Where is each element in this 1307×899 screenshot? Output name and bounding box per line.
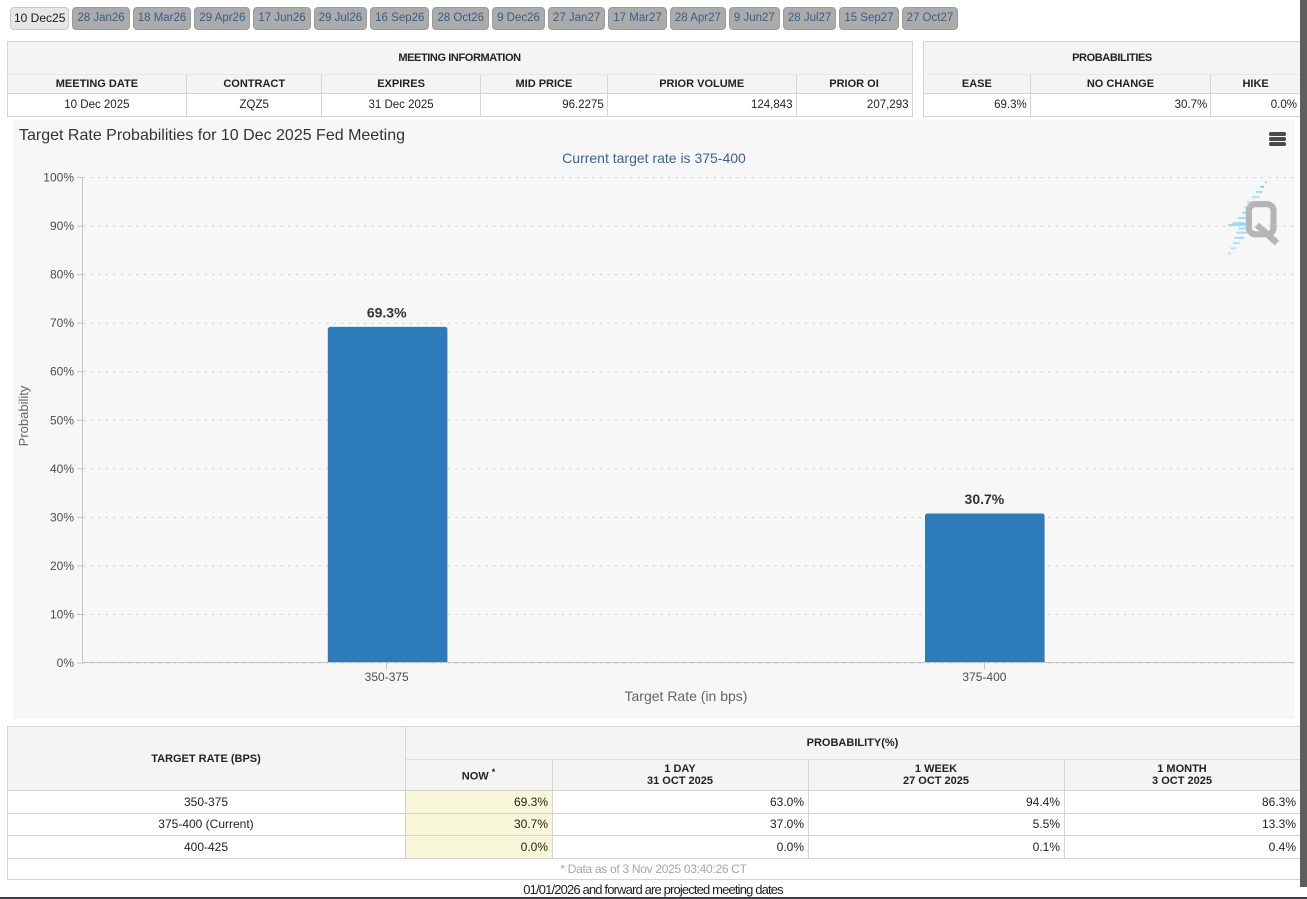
svg-text:Probability: Probability (16, 385, 31, 446)
svg-text:30.7%: 30.7% (965, 491, 1005, 507)
svg-text:70%: 70% (50, 316, 74, 330)
svg-text:30%: 30% (50, 510, 74, 524)
svg-text:100%: 100% (43, 171, 74, 185)
svg-text:80%: 80% (50, 268, 74, 282)
svg-text:90%: 90% (50, 219, 74, 233)
svg-text:350-375: 350-375 (365, 670, 409, 684)
svg-text:69.3%: 69.3% (367, 305, 407, 321)
svg-text:60%: 60% (50, 365, 74, 379)
svg-text:375-400: 375-400 (962, 670, 1006, 684)
svg-text:10%: 10% (50, 608, 74, 622)
svg-text:Target Rate (in bps): Target Rate (in bps) (625, 688, 748, 704)
svg-text:20%: 20% (50, 559, 74, 573)
svg-text:0%: 0% (57, 656, 75, 670)
svg-text:40%: 40% (50, 462, 74, 476)
svg-text:50%: 50% (50, 413, 74, 427)
